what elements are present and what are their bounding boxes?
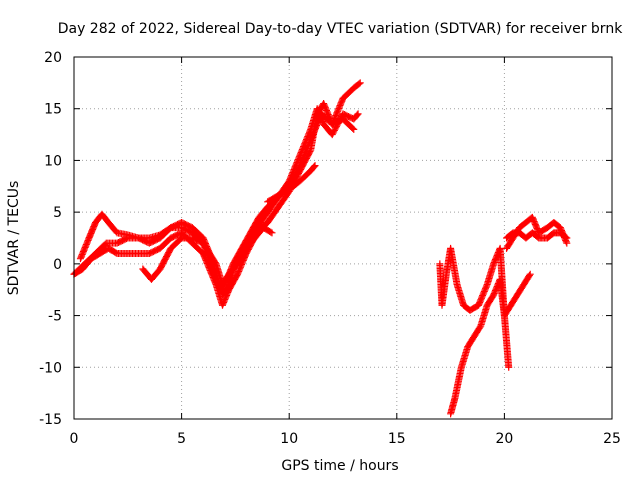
data-point [505, 363, 513, 371]
x-tick-label: 0 [70, 431, 79, 447]
data-point [350, 125, 358, 133]
data-point [353, 111, 361, 119]
data-point [311, 162, 319, 170]
data-point [562, 233, 570, 241]
y-tick-label: -5 [48, 309, 62, 325]
data-point [349, 124, 357, 132]
data-point [563, 234, 571, 242]
y-tick-label: 20 [44, 50, 62, 66]
x-tick-label: 25 [603, 431, 621, 447]
y-tick-label: 10 [44, 153, 62, 169]
y-tick-label: 0 [53, 257, 62, 273]
y-tick-label: 15 [44, 102, 62, 118]
plot-frame [73, 56, 613, 420]
tick-labels: 0 5 10 15 20 25 -15 -10 -5 0 5 10 15 20 [39, 50, 621, 447]
y-tick-label: -10 [39, 360, 62, 376]
data-point [526, 270, 534, 278]
data-point [310, 163, 318, 171]
data-point [355, 80, 363, 88]
data-point [525, 271, 533, 279]
chart-title: Day 282 of 2022, Sidereal Day-to-day VTE… [58, 21, 623, 37]
x-tick-label: 5 [177, 431, 186, 447]
x-axis-label: GPS time / hours [281, 458, 398, 474]
data-point [268, 229, 276, 237]
y-tick-label: 5 [53, 205, 62, 221]
x-tick-label: 20 [495, 431, 513, 447]
data-point [356, 79, 364, 87]
y-axis-label: SDTVAR / TECUs [6, 181, 22, 296]
data-points [70, 79, 571, 418]
x-tick-label: 15 [388, 431, 406, 447]
y-tick-label: -15 [39, 412, 62, 428]
x-tick-label: 10 [280, 431, 298, 447]
data-point [267, 228, 275, 236]
data-point [354, 110, 362, 118]
